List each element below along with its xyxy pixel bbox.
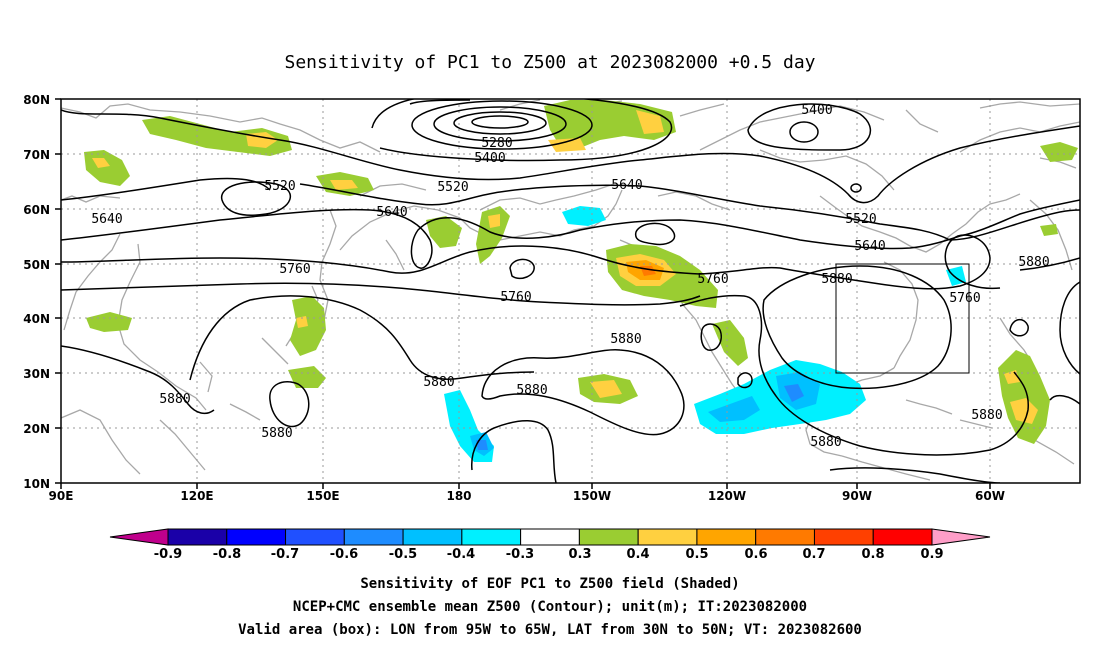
latitude-labels: 80N 70N 60N 50N 40N 30N 20N 10N	[23, 93, 50, 491]
contour-label: 5880	[159, 392, 190, 407]
graticule	[61, 99, 1080, 483]
colorbar-label: -0.9	[154, 547, 182, 562]
contour-label: 5880	[423, 375, 454, 390]
lat-label: 70N	[23, 148, 50, 162]
lon-label: 120W	[708, 489, 746, 503]
colorbar-label: -0.8	[213, 547, 241, 562]
figure-title: Sensitivity of PC1 to Z500 at 2023082000…	[284, 52, 815, 73]
colorbar-label: 0.7	[802, 547, 825, 562]
colorbar-low-extension	[109, 528, 169, 546]
axis-ticks	[55, 98, 991, 489]
lat-label: 20N	[23, 422, 50, 436]
lat-label: 80N	[23, 93, 50, 107]
colorbar-swatch	[637, 528, 698, 546]
contour-label: 5640	[91, 212, 122, 227]
lat-label: 30N	[23, 367, 50, 381]
contour-label: 5760	[500, 290, 531, 305]
lon-label: 90E	[49, 489, 74, 503]
colorbar-swatch	[872, 528, 933, 546]
colorbar-swatch	[402, 528, 463, 546]
caption-line-2: NCEP+CMC ensemble mean Z500 (Contour); u…	[293, 599, 807, 615]
colorbar: -0.9 -0.8 -0.7 -0.6 -0.5 -0.4 -0.3 0.3 0…	[109, 528, 991, 562]
colorbar-swatch	[461, 528, 522, 546]
lon-label: 60W	[975, 489, 1005, 503]
colorbar-swatch	[696, 528, 757, 546]
lat-label: 40N	[23, 312, 50, 326]
colorbar-label: -0.4	[447, 547, 475, 562]
colorbar-label: -0.7	[271, 547, 299, 562]
contour-label: 5640	[854, 239, 885, 254]
colorbar-swatch	[167, 528, 228, 546]
colorbar-swatch	[578, 528, 639, 546]
colorbar-swatch	[343, 528, 404, 546]
contour-label: 5400	[801, 103, 832, 118]
colorbar-swatches	[167, 528, 933, 546]
colorbar-swatch	[520, 528, 580, 546]
colorbar-label: 0.4	[626, 547, 649, 562]
colorbar-swatch	[813, 528, 874, 546]
figure-caption: Sensitivity of EOF PC1 to Z500 field (Sh…	[238, 576, 862, 638]
contour-label: 5880	[261, 426, 292, 441]
contour-labels: 5280 5400 5400 5520 5520 5520 5640 5640 …	[91, 103, 1049, 450]
lat-label: 10N	[23, 477, 50, 491]
contour-label: 5520	[437, 180, 468, 195]
positive-sensitivity-shading	[84, 100, 1078, 444]
map-panel: 5280 5400 5400 5520 5520 5520 5640 5640 …	[23, 93, 1081, 503]
lon-label: 120E	[180, 489, 213, 503]
contour-label: 5760	[279, 262, 310, 277]
contour-label: 5640	[611, 178, 642, 193]
colorbar-label: 0.9	[920, 547, 943, 562]
contour-label: 5280	[481, 136, 512, 151]
contour-label: 5880	[1018, 255, 1049, 270]
colorbar-high-extension	[931, 528, 991, 546]
contour-label: 5880	[810, 435, 841, 450]
colorbar-label: 0.3	[568, 547, 591, 562]
colorbar-labels: -0.9 -0.8 -0.7 -0.6 -0.5 -0.4 -0.3 0.3 0…	[154, 547, 944, 562]
colorbar-label: 0.6	[744, 547, 767, 562]
lat-label: 50N	[23, 258, 50, 272]
colorbar-label: 0.5	[685, 547, 708, 562]
contour-label: 5760	[697, 272, 728, 287]
colorbar-swatch	[226, 528, 287, 546]
valid-area-box	[835, 263, 970, 374]
contour-label: 5400	[474, 151, 505, 166]
contour-label: 5520	[845, 212, 876, 227]
lat-label: 60N	[23, 203, 50, 217]
contour-label: 5880	[821, 272, 852, 287]
contour-label: 5640	[376, 205, 407, 220]
colorbar-label: 0.8	[861, 547, 884, 562]
longitude-labels: 90E 120E 150E 180 150W 120W 90W 60W	[49, 489, 1005, 503]
coastlines	[61, 99, 1080, 481]
contour-label: 5880	[971, 408, 1002, 423]
map-background	[61, 99, 1080, 483]
contour-label: 5880	[610, 332, 641, 347]
colorbar-label: -0.3	[506, 547, 534, 562]
negative-sensitivity-shading	[444, 206, 966, 462]
colorbar-swatch	[285, 528, 345, 546]
contour-label: 5760	[949, 291, 980, 306]
caption-line-1: Sensitivity of EOF PC1 to Z500 field (Sh…	[360, 576, 739, 592]
z500-contours	[61, 99, 1080, 483]
colorbar-label: -0.5	[389, 547, 417, 562]
caption-line-3: Valid area (box): LON from 95W to 65W, L…	[238, 622, 862, 638]
lon-label: 150W	[573, 489, 611, 503]
contour-label: 5520	[264, 179, 295, 194]
lon-label: 150E	[306, 489, 339, 503]
colorbar-label: -0.6	[330, 547, 358, 562]
map-frame	[60, 98, 1081, 484]
colorbar-swatch	[755, 528, 815, 546]
lon-label: 180	[446, 489, 471, 503]
lon-label: 90W	[842, 489, 872, 503]
contour-label: 5880	[516, 383, 547, 398]
